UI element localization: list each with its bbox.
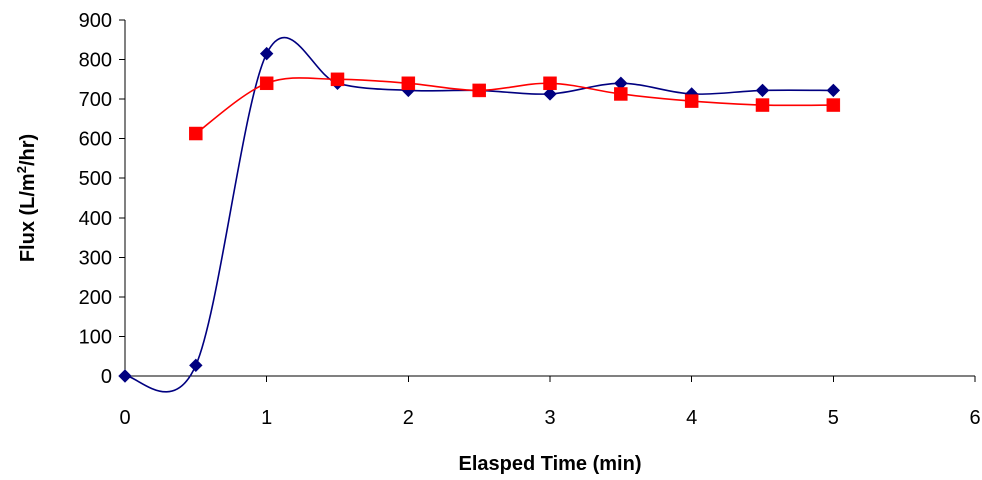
y-tick-label: 0 bbox=[101, 366, 112, 388]
x-axis-title: Elasped Time (min) bbox=[458, 453, 641, 475]
y-tick-label: 100 bbox=[79, 326, 112, 348]
y-tick-label: 300 bbox=[79, 247, 112, 269]
x-tick-label: 4 bbox=[686, 407, 697, 429]
ticks: 0 100 200 300 400 500 600 700 800 900 0 1 2 3 4 5 6 bbox=[79, 10, 981, 429]
series-2 bbox=[189, 72, 841, 141]
y-axis-title-superscript: 2 bbox=[14, 166, 29, 173]
x-tick-label: 2 bbox=[403, 407, 414, 429]
data-point-diamond bbox=[118, 369, 132, 383]
data-point-diamond bbox=[543, 87, 557, 101]
data-point-square bbox=[614, 87, 628, 101]
x-tick-label: 0 bbox=[119, 407, 130, 429]
y-tick-label: 200 bbox=[79, 287, 112, 309]
x-tick-label: 1 bbox=[261, 407, 272, 429]
data-point-diamond bbox=[826, 83, 841, 98]
y-axis-title-prefix: Flux (L/m bbox=[17, 173, 39, 262]
data-point-diamond bbox=[755, 83, 770, 98]
x-tick-label: 6 bbox=[969, 407, 980, 429]
data-point-square bbox=[543, 76, 557, 91]
y-tick-label: 600 bbox=[79, 129, 112, 151]
y-tick-label: 400 bbox=[79, 208, 112, 230]
y-axis-title-suffix: /hr) bbox=[17, 134, 39, 166]
data-point-diamond bbox=[189, 358, 203, 373]
data-point-square bbox=[472, 83, 486, 98]
data-point-square bbox=[189, 126, 203, 141]
y-tick-label: 900 bbox=[79, 10, 112, 32]
series-2-line bbox=[195, 77, 834, 135]
data-point-square bbox=[684, 94, 699, 108]
y-tick-label: 700 bbox=[79, 89, 112, 111]
data-point-square bbox=[259, 76, 274, 91]
data-point-diamond bbox=[259, 46, 274, 61]
data-point-square bbox=[826, 98, 841, 112]
y-tick-label: 800 bbox=[79, 50, 112, 72]
y-axis-title: Flux (L/m2/hr) bbox=[14, 134, 39, 262]
data-point-square bbox=[755, 98, 770, 112]
x-tick-label: 3 bbox=[544, 407, 555, 429]
axes bbox=[124, 20, 975, 377]
data-point-square bbox=[401, 76, 416, 91]
series-layer bbox=[118, 36, 841, 393]
x-tick-label: 5 bbox=[828, 407, 839, 429]
data-point-square bbox=[330, 72, 345, 87]
y-tick-label: 500 bbox=[79, 168, 112, 190]
